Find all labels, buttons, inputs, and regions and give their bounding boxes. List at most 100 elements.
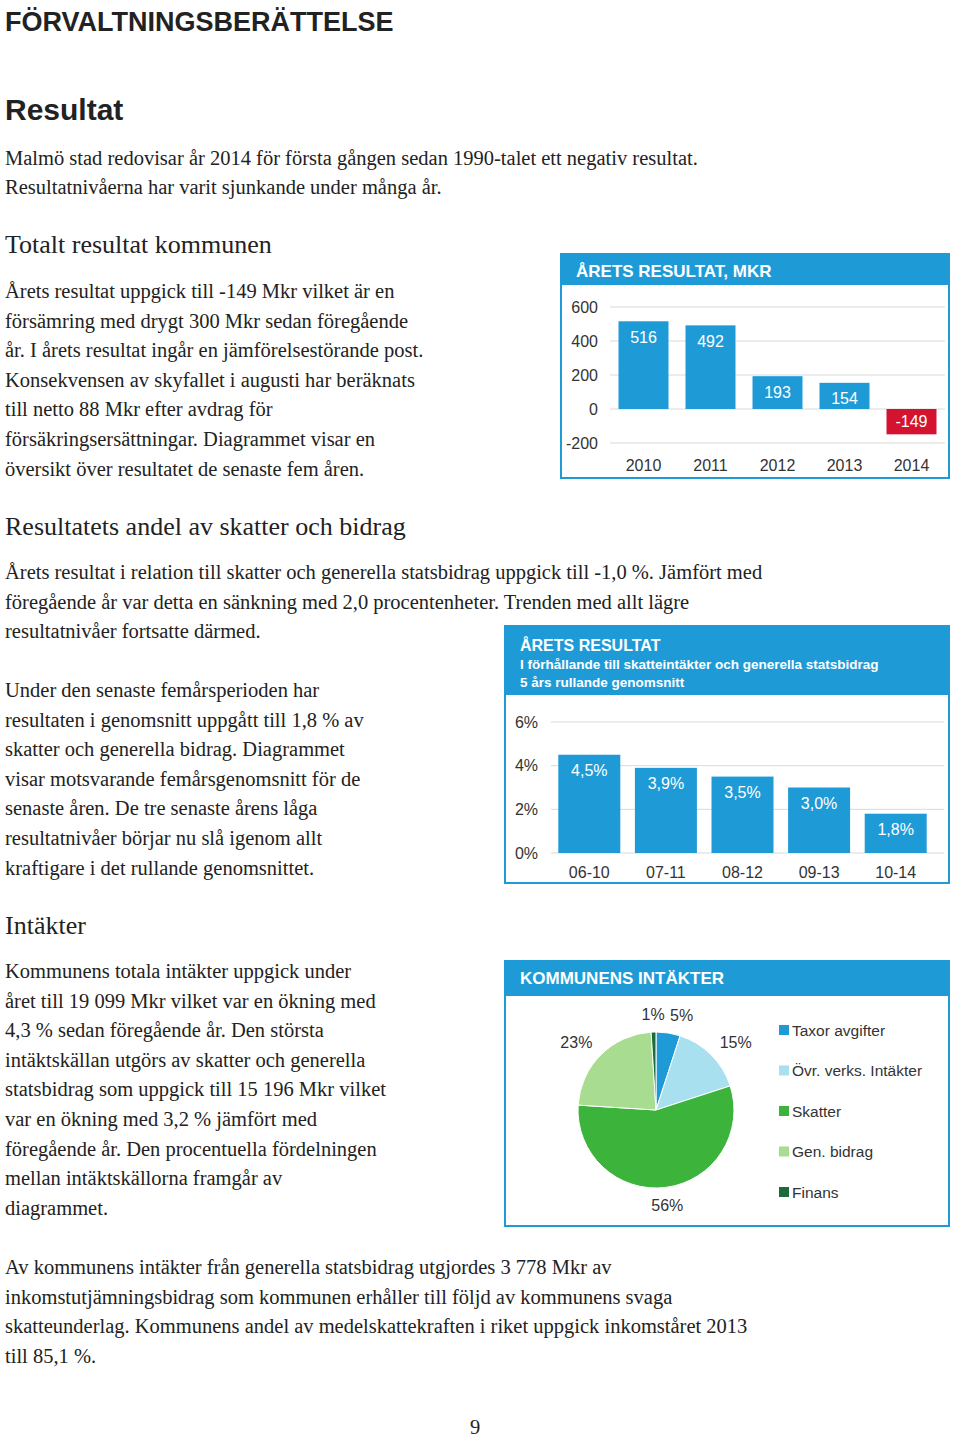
- category-label: 08-12: [722, 864, 763, 881]
- data-label: -149: [895, 413, 927, 430]
- data-label: 1%: [642, 1006, 665, 1023]
- chart-title: ÅRETS RESULTAT, MKR: [576, 262, 772, 281]
- chart-header: [504, 625, 950, 695]
- legend-label: Skatter: [792, 1103, 841, 1120]
- text-line: till netto 88 Mkr efter avdrag för: [5, 397, 273, 421]
- text-line: visar motsvarande femårsgenomsnitt för d…: [5, 767, 360, 791]
- bar: [712, 777, 774, 853]
- data-label: 5%: [670, 1007, 693, 1024]
- bar: [887, 409, 937, 434]
- pie-slice: [651, 1032, 656, 1110]
- text-line: översikt över resultatet de senaste fem …: [5, 457, 364, 481]
- text-line: resultaten i genomsnitt uppgått till 1,8…: [5, 708, 364, 732]
- page-title: FÖRVALTNINGSBERÄTTELSE: [5, 6, 394, 38]
- bar: [753, 376, 803, 409]
- chart-frame: [505, 961, 949, 1226]
- tick-label: 4%: [515, 757, 538, 774]
- grid-line: [610, 443, 945, 444]
- text-line: Resultatnivåerna har varit sjunkande und…: [5, 175, 442, 199]
- text-line: inkomstutjämningsbidrag som kommunen erh…: [5, 1285, 672, 1309]
- bars: [619, 321, 937, 434]
- legend-swatch: [779, 1066, 789, 1076]
- text-line: Konsekvensen av skyfallet i augusti har …: [5, 368, 415, 392]
- chart-frame: [561, 254, 949, 478]
- data-label: 56%: [651, 1197, 683, 1214]
- bar: [865, 814, 927, 853]
- text-line: statsbidrag som uppgick till 15 196 Mkr …: [5, 1077, 386, 1101]
- tick-label: -200: [566, 435, 598, 452]
- chart-subtitle: 5 års rullande genomsnitt: [520, 675, 685, 690]
- chart: ÅRETS RESULTAT I förhållande till skattei…: [504, 625, 950, 884]
- text-line: senaste åren. De tre senaste årens låga: [5, 796, 317, 820]
- text-line: Av kommunens intäkter från generella sta…: [5, 1255, 612, 1279]
- data-label: 1,8%: [877, 821, 913, 838]
- chart: ÅRETS RESULTAT, MKR-20002004006005162010…: [560, 253, 950, 479]
- data-label: 3,0%: [801, 795, 837, 812]
- category-label: 06-10: [569, 864, 610, 881]
- tick-label: 6%: [515, 714, 538, 731]
- legend-swatch: [779, 1147, 789, 1157]
- category-label: 2014: [894, 457, 930, 474]
- text-line: Kommunens totala intäkter uppgick under: [5, 959, 351, 983]
- tick-label: 0: [589, 401, 598, 418]
- text-line: försämring med drygt 300 Mkr sedan föreg…: [5, 309, 408, 333]
- category-label: 2010: [626, 457, 662, 474]
- legend-label: Gen. bidrag: [792, 1143, 873, 1160]
- section-heading: Resultatets andel av skatter och bidrag: [5, 512, 406, 542]
- data-label: 4,5%: [571, 762, 607, 779]
- category-label: 10-14: [875, 864, 916, 881]
- tick-label: 600: [571, 299, 598, 316]
- page: FÖRVALTNINGSBERÄTTELSEResultatMalmö stad…: [0, 0, 960, 1439]
- bar: [558, 755, 620, 853]
- legend-swatch: [779, 1025, 789, 1035]
- data-label: 516: [630, 329, 657, 346]
- text-line: var en ökning med 3,2 % jämfört med: [5, 1107, 317, 1131]
- chart-title: KOMMUNENS INTÄKTER: [520, 969, 724, 988]
- data-label: 193: [764, 384, 791, 401]
- text-line: året till 19 099 Mkr vilket var en öknin…: [5, 989, 376, 1013]
- grid-line: [551, 722, 944, 723]
- section-heading: Totalt resultat kommunen: [5, 230, 272, 260]
- text-line: Årets resultat uppgick till -149 Mkr vil…: [5, 279, 394, 303]
- chart-frame: [505, 626, 949, 883]
- legend-swatch: [779, 1187, 789, 1197]
- data-label: 23%: [560, 1034, 592, 1051]
- section-heading: Intäkter: [5, 911, 86, 941]
- chart-header: [560, 253, 950, 285]
- bar: [619, 321, 669, 409]
- bar: [820, 383, 870, 409]
- legend-swatch: [779, 1106, 789, 1116]
- text-line: skatter och generella bidrag. Diagrammet: [5, 737, 345, 761]
- text-line: mellan intäktskällorna framgår av: [5, 1166, 282, 1190]
- legend-label: Övr. verks. Intäkter: [792, 1062, 922, 1079]
- grid-line: [610, 307, 945, 308]
- tick-label: 200: [571, 367, 598, 384]
- text-line: försäkringsersättningar. Diagrammet visa…: [5, 427, 375, 451]
- text-line: skatteunderlag. Kommunens andel av medel…: [5, 1314, 747, 1338]
- text-line: 4,3 % sedan föregående år. Den största: [5, 1018, 324, 1042]
- text-line: Årets resultat i relation till skatter o…: [5, 560, 762, 584]
- chart: KOMMUNENS INTÄKTER5%15%56%23%1%Taxor avg…: [504, 960, 950, 1227]
- category-label: 2013: [827, 457, 863, 474]
- chart-header: [504, 960, 950, 996]
- data-label: 15%: [720, 1034, 752, 1051]
- text-line: intäktskällan utgörs av skatter och gene…: [5, 1048, 365, 1072]
- category-label: 09-13: [799, 864, 840, 881]
- text-line: föregående år. Den procentuella fördelni…: [5, 1137, 377, 1161]
- chart-title: ÅRETS RESULTAT: [520, 636, 661, 654]
- data-label: 3,9%: [648, 775, 684, 792]
- category-label: 2012: [760, 457, 796, 474]
- text-line: resultatnivåer börjar nu slå igenom allt: [5, 826, 322, 850]
- page-number: 9: [470, 1415, 480, 1439]
- data-label: 154: [831, 390, 858, 407]
- bar: [788, 788, 850, 854]
- text-line: föregående år var detta en sänkning med …: [5, 590, 689, 614]
- text-line: till 85,1 %.: [5, 1344, 96, 1368]
- chart-subtitle: I förhållande till skatteintäkter och ge…: [520, 657, 879, 672]
- text-line: Under den senaste femårsperioden har: [5, 678, 319, 702]
- text-line: år. I årets resultat ingår en jämförelse…: [5, 338, 423, 362]
- category-label: 07-11: [646, 864, 686, 881]
- text-line: resultatnivåer fortsatte därmed.: [5, 619, 261, 643]
- bars: [558, 755, 926, 853]
- text-line: diagrammet.: [5, 1196, 108, 1220]
